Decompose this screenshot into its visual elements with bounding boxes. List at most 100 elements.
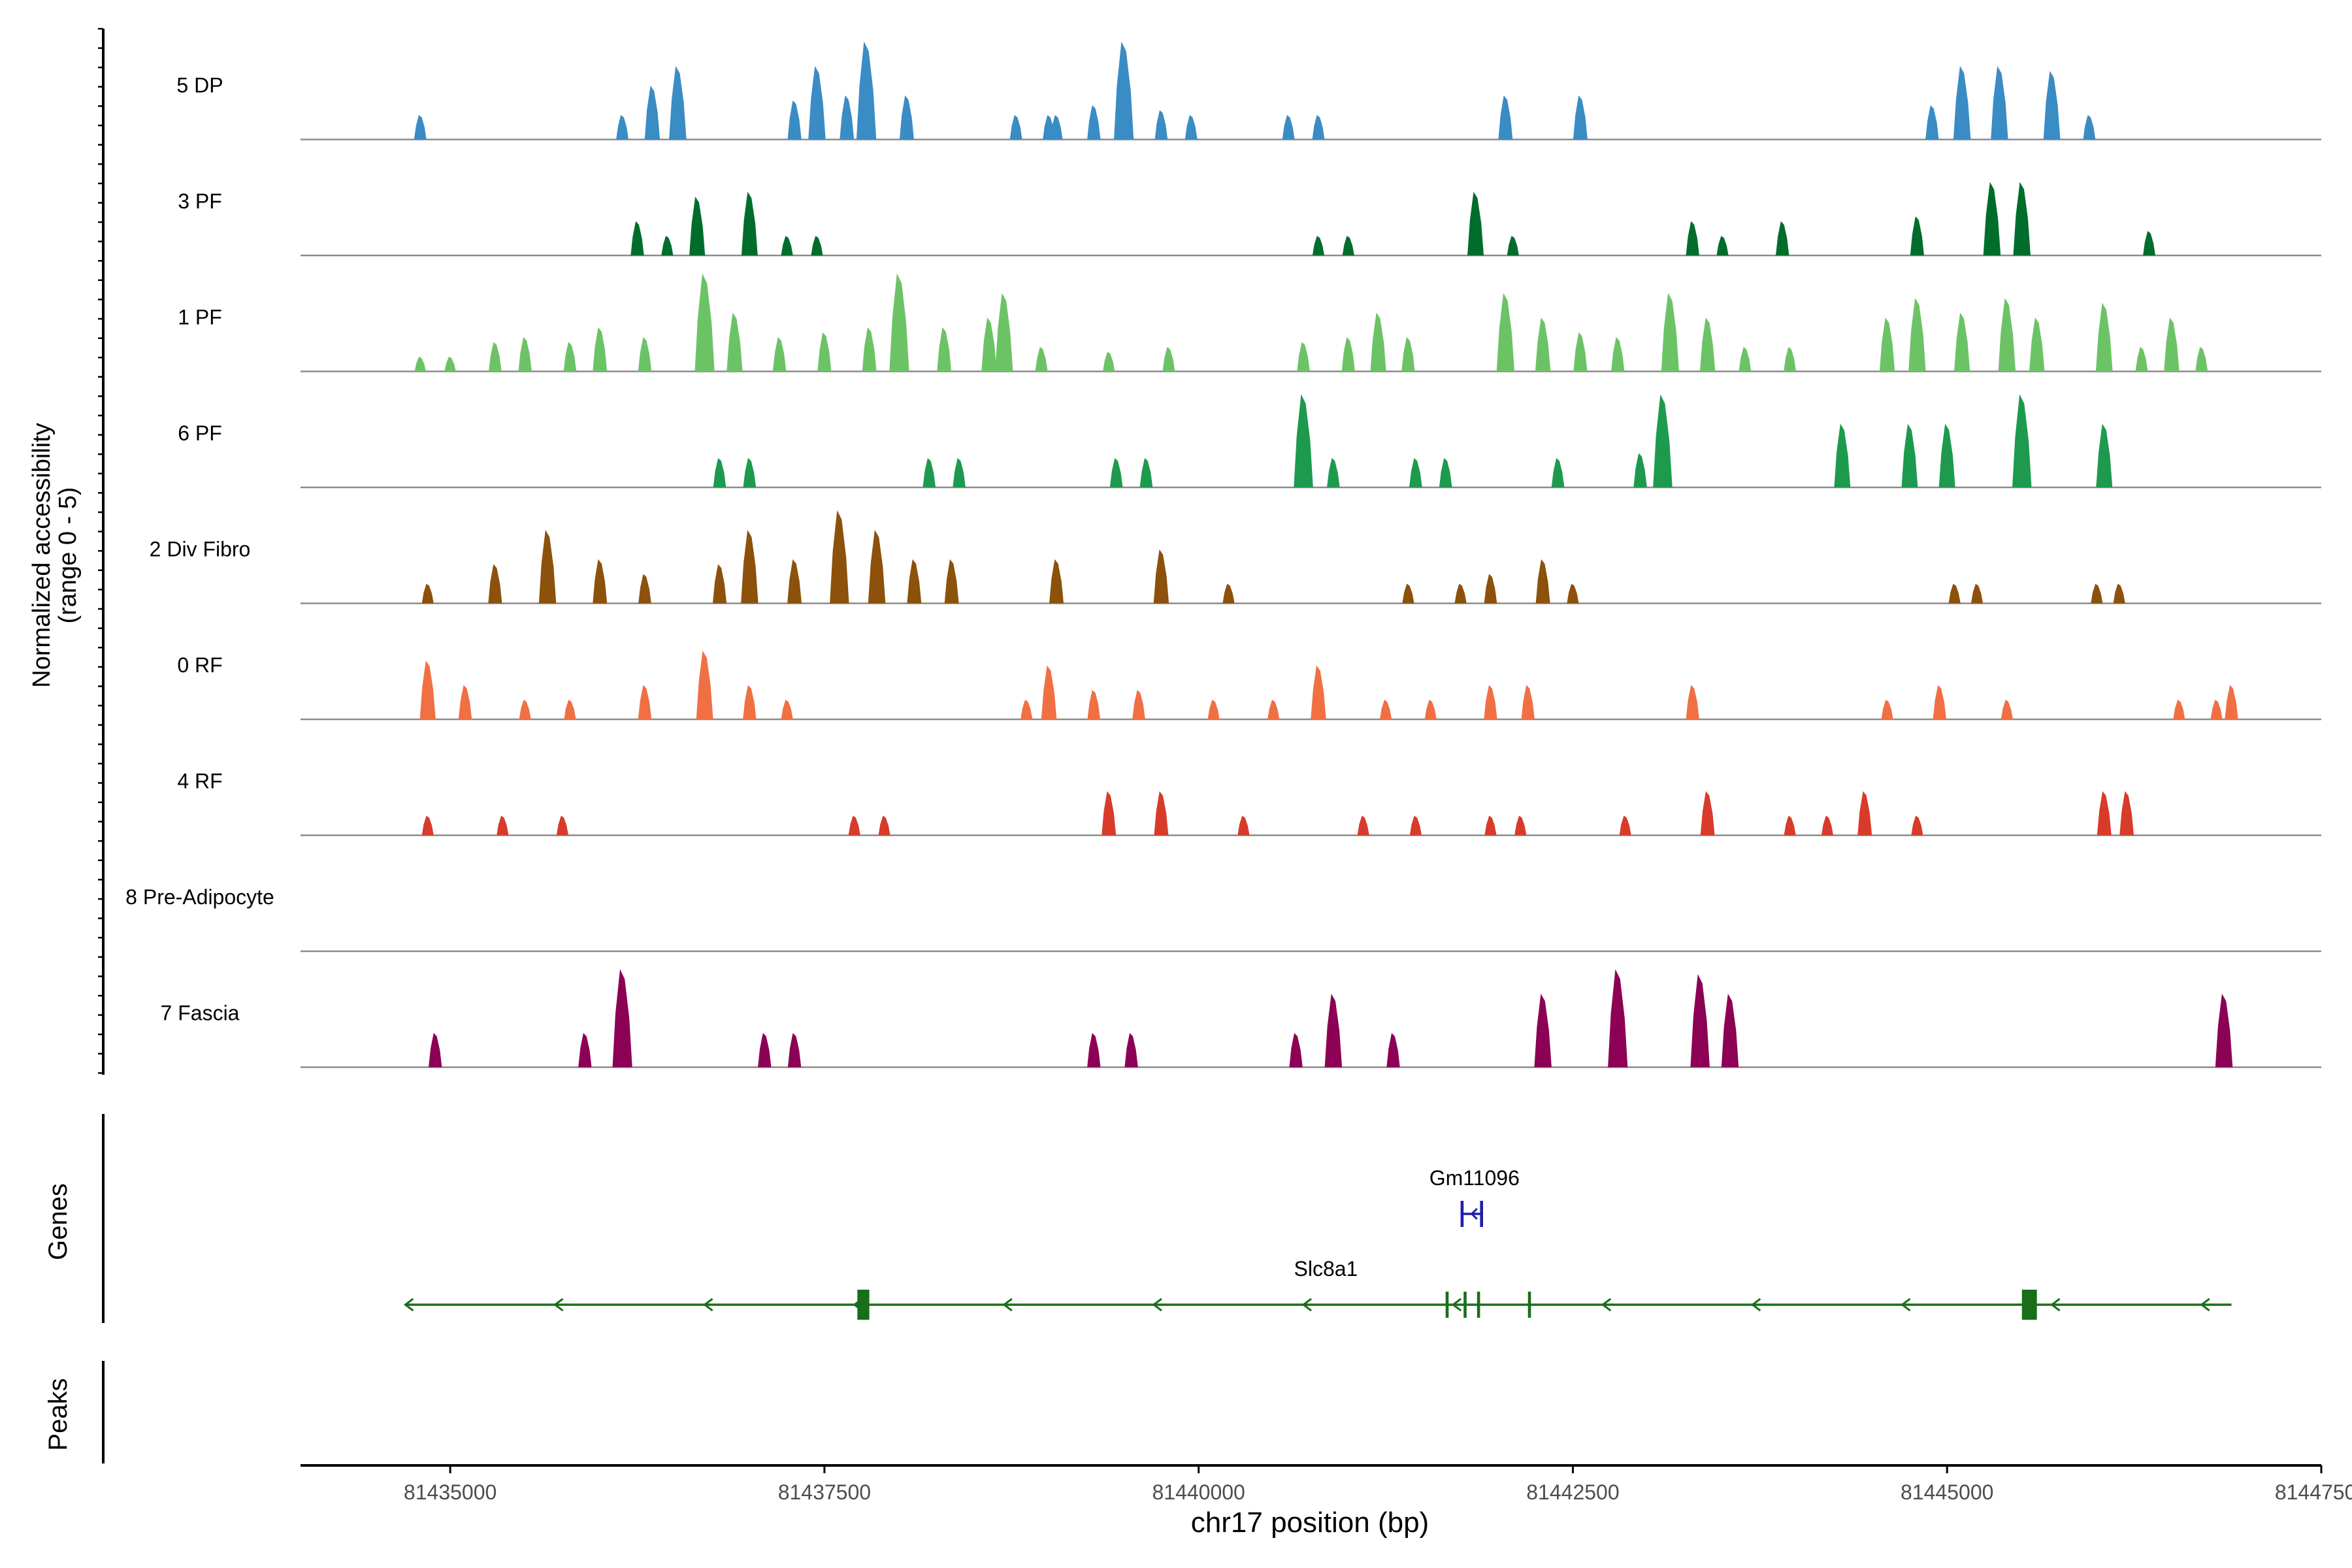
accessibility-peak (787, 1033, 802, 1068)
accessibility-peak (518, 337, 532, 372)
accessibility-peak (1312, 236, 1324, 255)
accessibility-peak (1009, 115, 1022, 140)
accessibility-peak (1521, 685, 1535, 719)
accessibility-peak (727, 312, 743, 372)
accessibility-peak (1953, 66, 1971, 140)
accessibility-peak (1401, 337, 1415, 372)
accessibility-peak (1312, 115, 1325, 140)
accessibility-peak (612, 969, 632, 1068)
accessibility-peak (1454, 583, 1467, 604)
accessibility-peak (1633, 453, 1647, 487)
accessibility-peak (1573, 95, 1588, 140)
track-label: 2 Div Fibro (150, 538, 251, 561)
accessibility-peak (1551, 458, 1565, 487)
accessibility-peak (2083, 115, 2096, 140)
accessibility-peak (1154, 791, 1169, 836)
gene-exon (2021, 1290, 2037, 1320)
tracks-layer: 5 DP 3 PF 1 PF 6 PF 2 Div Fibro 0 RF 4 RF 8 Pre… (125, 41, 2321, 1068)
strand-arrow (1750, 1298, 1761, 1312)
accessibility-peak (661, 236, 674, 255)
accessibility-peak (862, 327, 877, 372)
accessibility-peak (878, 815, 890, 836)
accessibility-peak (1998, 298, 2016, 372)
track-4-rf: 4 RF (177, 770, 2321, 836)
accessibility-peak (1207, 700, 1220, 719)
accessibility-peak (1342, 236, 1354, 255)
accessibility-peak (712, 564, 727, 604)
accessibility-peak (593, 327, 608, 372)
accessibility-peak (538, 530, 557, 604)
accessibility-peak (696, 651, 713, 719)
accessibility-peak (1498, 95, 1513, 140)
accessibility-peak (694, 273, 715, 372)
accessibility-peak (1776, 221, 1789, 255)
accessibility-peak (414, 115, 427, 140)
accessibility-peak (2096, 423, 2113, 487)
genes-layer: Gm11096 Slc8a1 (403, 1166, 2232, 1320)
accessibility-peak (1222, 583, 1235, 604)
accessibility-peak (981, 318, 997, 372)
accessibility-peak (1938, 423, 1955, 487)
accessibility-peak (758, 1033, 772, 1068)
track-0-rf: 0 RF (177, 651, 2321, 721)
accessibility-peak (2135, 347, 2148, 372)
accessibility-peak (1573, 332, 1588, 372)
track-label: 7 Fascia (161, 1002, 240, 1025)
accessibility-peak (2210, 700, 2223, 719)
accessibility-peak (1507, 236, 1519, 255)
accessibility-peak (1948, 583, 1961, 604)
accessibility-peak (1297, 342, 1310, 372)
accessibility-peak (1567, 583, 1579, 604)
accessibility-peak (1496, 293, 1514, 372)
accessibility-peak (1690, 974, 1710, 1068)
accessibility-peak (1132, 690, 1145, 719)
accessibility-peak (1021, 700, 1033, 719)
accessibility-peak (2173, 700, 2185, 719)
accessibility-peak (1357, 815, 1369, 836)
strand-arrow (1152, 1298, 1162, 1312)
accessibility-peak (414, 357, 426, 372)
track-label: 0 RF (177, 653, 222, 677)
gene-gm11096: Gm11096 (1429, 1166, 1520, 1227)
track-2-div-fibro: 2 Div Fibro (150, 510, 2321, 604)
accessibility-peak (1311, 665, 1326, 719)
accessibility-peak (1237, 815, 1250, 836)
strand-arrow (1451, 1298, 1462, 1312)
track-3-pf: 3 PF (178, 182, 2321, 257)
accessibility-peak (1653, 394, 1673, 487)
accessibility-peak (743, 458, 757, 487)
accessibility-peak (1991, 66, 2008, 140)
accessibility-peak (741, 191, 758, 255)
accessibility-peak (772, 337, 787, 372)
gene-label: Slc8a1 (1294, 1257, 1358, 1281)
accessibility-peak (830, 510, 849, 604)
accessibility-peak (1834, 423, 1851, 487)
strand-arrow (1470, 1207, 1478, 1220)
accessibility-peak (1910, 216, 1924, 255)
accessibility-peak (1535, 318, 1551, 372)
accessibility-peak (638, 685, 652, 719)
accessibility-peak (458, 685, 472, 719)
accessibility-peak (2012, 394, 2032, 487)
x-tick-label: 81442500 (1526, 1480, 1619, 1504)
accessibility-peak (1409, 815, 1422, 836)
accessibility-peak (2043, 71, 2061, 140)
accessibility-peak (1154, 110, 1168, 140)
accessibility-peak (937, 327, 952, 372)
strand-arrow (2050, 1298, 2061, 1312)
peaks-panel-label: Peaks (44, 1378, 73, 1450)
accessibility-peak (1102, 791, 1117, 836)
accessibility-peak (1484, 574, 1497, 604)
strand-arrow (703, 1298, 713, 1312)
accessibility-peak (1153, 549, 1169, 604)
accessibility-peak (519, 700, 531, 719)
accessibility-peak (1087, 690, 1101, 719)
accessibility-peak (1162, 347, 1175, 372)
strand-arrow (2200, 1298, 2210, 1312)
accessibility-peak (1087, 1033, 1101, 1068)
accessibility-peak (421, 583, 434, 604)
accessibility-peak (638, 337, 652, 372)
accessibility-peak (868, 530, 886, 604)
accessibility-peak (689, 197, 706, 255)
strand-arrow (1900, 1298, 1911, 1312)
